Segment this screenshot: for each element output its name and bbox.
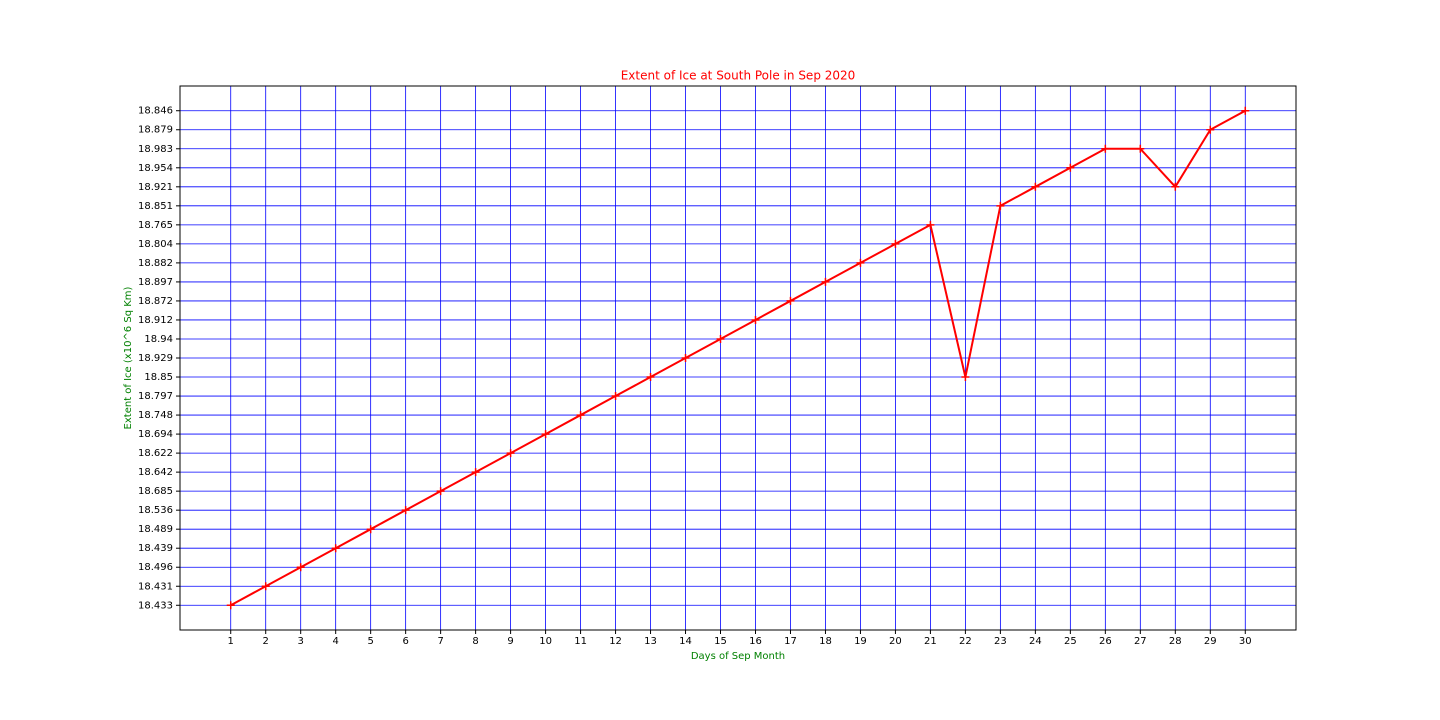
data-marker	[541, 430, 550, 439]
x-tick-label: 20	[889, 636, 902, 647]
x-tick-label: 25	[1064, 636, 1077, 647]
y-tick-label: 18.694	[138, 429, 173, 440]
y-tick-label: 18.983	[138, 144, 173, 155]
x-tick-label: 27	[1134, 636, 1147, 647]
data-marker	[296, 563, 305, 572]
data-line	[230, 109, 1246, 607]
data-marker	[891, 239, 900, 248]
x-tick-label: 23	[994, 636, 1007, 647]
y-tick-label: 18.879	[138, 125, 173, 136]
x-tick-label: 1	[228, 636, 234, 647]
data-marker	[786, 296, 795, 305]
data-marker	[1066, 163, 1075, 172]
y-tick-label: 18.765	[138, 220, 173, 231]
x-tick-label: 15	[714, 636, 727, 647]
x-tick-label: 18	[819, 636, 832, 647]
y-tick-label: 18.872	[138, 296, 173, 307]
data-marker	[226, 601, 235, 610]
y-tick-label: 18.496	[138, 562, 173, 573]
y-tick-label: 18.921	[138, 182, 173, 193]
x-tick-label: 10	[539, 636, 552, 647]
y-tick-label: 18.489	[138, 524, 173, 535]
data-marker	[506, 449, 515, 458]
data-marker	[1136, 144, 1145, 153]
data-marker	[1171, 182, 1180, 191]
data-marker	[436, 487, 445, 496]
data-marker	[716, 334, 725, 343]
data-marker	[1241, 106, 1250, 115]
y-tick-label: 18.804	[138, 239, 173, 250]
x-tick-label: 16	[749, 636, 762, 647]
x-tick-label: 2	[263, 636, 269, 647]
plot-frame	[179, 85, 1297, 631]
y-tick-label: 18.797	[138, 391, 173, 402]
data-marker	[366, 525, 375, 534]
x-tick-label: 11	[574, 636, 587, 647]
y-tick-label: 18.536	[138, 505, 173, 516]
y-tick-label: 18.622	[138, 448, 173, 459]
y-tick-label: 18.748	[138, 410, 173, 421]
x-tick-label: 3	[298, 636, 304, 647]
x-tick-label: 21	[924, 636, 937, 647]
x-tick-label: 19	[854, 636, 867, 647]
data-marker	[926, 220, 935, 229]
x-tick-label: 24	[1029, 636, 1042, 647]
chart-title: Extent of Ice at South Pole in Sep 2020	[621, 69, 856, 83]
x-tick-label: 22	[959, 636, 972, 647]
x-tick-label: 29	[1204, 636, 1217, 647]
x-tick-label: 14	[679, 636, 692, 647]
x-tick-label: 17	[784, 636, 797, 647]
x-tick-label: 6	[402, 636, 408, 647]
y-tick-label: 18.431	[138, 581, 173, 592]
x-tick-label: 5	[367, 636, 373, 647]
y-tick-label: 18.439	[138, 543, 173, 554]
data-marker	[331, 544, 340, 553]
data-marker	[261, 582, 270, 591]
y-tick-label: 18.433	[138, 600, 173, 611]
x-tick-label: 9	[507, 636, 513, 647]
data-marker	[576, 411, 585, 420]
data-marker	[611, 392, 620, 401]
data-marker	[751, 315, 760, 324]
x-tick-label: 28	[1169, 636, 1182, 647]
data-marker	[821, 277, 830, 286]
y-tick-label: 18.85	[144, 372, 173, 383]
x-tick-label: 4	[332, 636, 338, 647]
y-tick-label: 18.685	[138, 486, 173, 497]
data-marker	[471, 468, 480, 477]
data-marker	[401, 506, 410, 515]
y-tick-label: 18.954	[138, 163, 173, 174]
x-tick-label: 8	[472, 636, 478, 647]
data-marker	[856, 258, 865, 267]
y-axis-label: Extent of Ice (x10^6 Sq Km)	[123, 286, 134, 429]
data-marker	[1206, 125, 1215, 134]
data-marker	[681, 354, 690, 362]
y-tick-label: 18.882	[138, 258, 173, 269]
data-marker	[1101, 144, 1110, 153]
x-tick-label: 26	[1099, 636, 1112, 647]
y-tick-label: 18.94	[144, 334, 173, 345]
x-axis-label: Days of Sep Month	[691, 651, 785, 662]
y-tick-label: 18.929	[138, 353, 173, 364]
y-tick-label: 18.851	[138, 201, 173, 212]
y-tick-label: 18.897	[138, 277, 173, 288]
y-tick-label: 18.642	[138, 467, 173, 478]
y-tick-label: 18.846	[138, 106, 173, 117]
data-marker	[996, 201, 1005, 210]
y-tick-label: 18.912	[138, 315, 173, 326]
x-tick-label: 13	[644, 636, 657, 647]
x-tick-label: 7	[437, 636, 443, 647]
data-marker	[1031, 182, 1040, 191]
data-marker	[961, 373, 970, 382]
data-marker	[646, 373, 655, 382]
x-tick-label: 12	[609, 636, 622, 647]
x-tick-label: 30	[1239, 636, 1252, 647]
